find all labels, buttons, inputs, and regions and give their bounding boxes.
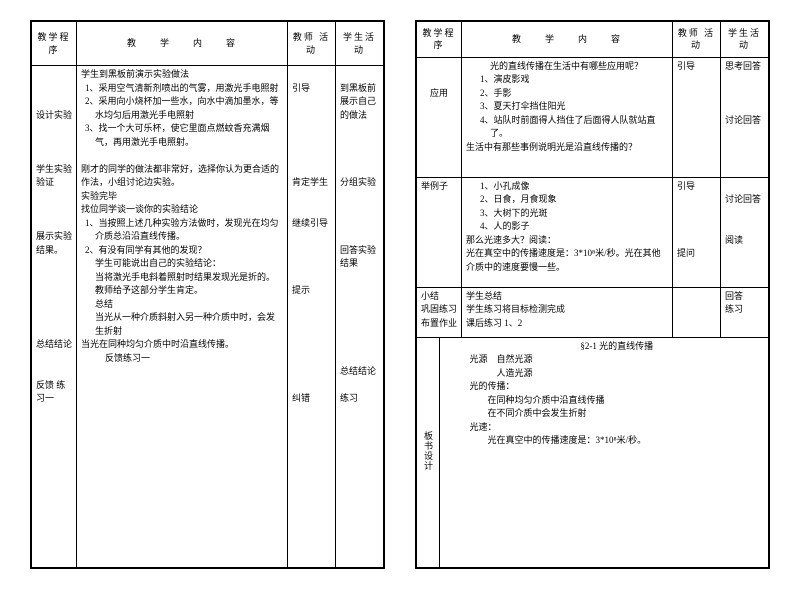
prog-1: 设计实验	[36, 110, 72, 120]
s5: 练习	[340, 393, 358, 403]
b-line9: 2、有没有同学有其他的发现？	[81, 244, 283, 258]
sec1-content: 光的直线传播在生活中有哪些应用呢？ 1、演皮影戏 2、手影 3、夏天打伞挡住阳光…	[462, 57, 673, 177]
header-row: 教学程序 教 学 内 容 教师 活动 学生活动	[32, 22, 384, 66]
hdr-student: 学生活动	[336, 22, 384, 66]
b-line4: 3、找一个大可乐杯，使它里面点燃蚊香充满烟气，再用激光手电照射。	[81, 122, 283, 149]
b-line13: 总结	[81, 298, 283, 312]
sec2-s: 讨论回答 阅读	[721, 177, 769, 287]
left-table: 教学程序 教 学 内 容 教师 活动 学生活动 设计实验 学生实验验证 展示实验…	[31, 21, 384, 568]
t4: 提示	[292, 285, 310, 295]
t1: 引导	[292, 83, 310, 93]
sec2-content: 1、小孔成像 2、日食，月食现象 3、大树下的光斑 4、人的影子 那么光速多大？…	[462, 177, 673, 287]
sec3-content: 学生总结 学生练习将目标检测完成 课后练习 1、2	[462, 287, 673, 337]
hdr-teacher-r: 教师 活动	[673, 22, 721, 58]
prog-5: 反馈 练 习一	[36, 380, 65, 404]
s1: 到黑板前展示自己的做法	[340, 83, 376, 120]
b-line1: 学生到黑板前演示实验做法	[81, 68, 283, 82]
sec3-row: 小结 巩固练习 布置作业 学生总结 学生练习将目标检测完成 课后练习 1、2 回…	[417, 287, 769, 337]
prog-4: 总结结论	[36, 339, 72, 349]
b-line7: 找位同学谈一谈你的实验结论	[81, 203, 283, 217]
s4: 总结结论	[340, 366, 376, 376]
hdr-content-r: 教 学 内 容	[462, 22, 673, 58]
b-line11: 当将激光手电斜着照射时结果发现光是折的。	[81, 271, 283, 285]
board-content: §2-1 光的直线传播 光源 自然光源 人造光源 光的传播： 在同种均匀介质中沿…	[439, 337, 769, 567]
sec3-s: 回答 练习	[721, 287, 769, 337]
b-line8: 1、当按照上述几种实验方法做时，发现光在均匀介质总沿沿直线传播。	[81, 217, 283, 244]
body-row: 设计实验 学生实验验证 展示实验结果。 总结结论 反馈 练 习一 学生到黑板前演…	[32, 66, 384, 568]
sec1-row: 应用 光的直线传播在生活中有哪些应用呢？ 1、演皮影戏 2、手影 3、夏天打伞挡…	[417, 57, 769, 177]
teacher-col: 引导 肯定学生 继续引导 提示 纠错	[288, 66, 336, 568]
b-line16: 反馈练习一	[81, 352, 283, 366]
t2: 肯定学生	[292, 177, 328, 187]
b-line6: 实验完毕	[81, 190, 283, 204]
left-page: 教学程序 教 学 内 容 教师 活动 学生活动 设计实验 学生实验验证 展示实验…	[30, 20, 385, 569]
b-line3: 2、采用向小烧杯加一些水，向水中滴加墨水，等水均匀后用激光手电照射	[81, 95, 283, 122]
sec2-c1: 举例子	[417, 177, 462, 287]
s2: 分组实验	[340, 177, 376, 187]
sec1-s: 思考回答 讨论回答	[721, 57, 769, 177]
hdr-program-r: 教学程序	[417, 22, 462, 58]
right-table: 教学程序 教 学 内 容 教师 活动 学生活动 应用 光的直线传播在生活中有哪些…	[416, 21, 769, 568]
board-label: 板书设计	[417, 337, 440, 567]
program-col: 设计实验 学生实验验证 展示实验结果。 总结结论 反馈 练 习一	[32, 66, 77, 568]
hdr-student-r: 学生活动	[721, 22, 769, 58]
content-col: 学生到黑板前演示实验做法 1、采用空气清新剂喷出的气雾，用激光手电照射 2、采用…	[77, 66, 288, 568]
t3: 继续引导	[292, 218, 328, 228]
prog-3: 展示实验结果。	[36, 231, 72, 255]
right-page: 教学程序 教 学 内 容 教师 活动 学生活动 应用 光的直线传播在生活中有哪些…	[415, 20, 770, 569]
b-line12: 教师给予这部分学生肯定。	[81, 284, 283, 298]
b-line15: 当光在同种均匀介质中时沿直线传播。	[81, 338, 283, 352]
board-row: 板书设计 §2-1 光的直线传播 光源 自然光源 人造光源 光的传播： 在同种均…	[417, 337, 769, 567]
student-col: 到黑板前展示自己的做法 分组实验 回答实验结果 总结结论 练习	[336, 66, 384, 568]
t5: 纠错	[292, 393, 310, 403]
sec1-c1: 应用	[417, 57, 462, 177]
sec3-c1: 小结 巩固练习 布置作业	[417, 287, 462, 337]
b-line2: 1、采用空气清新剂喷出的气雾，用激光手电照射	[81, 82, 283, 96]
header-row-r: 教学程序 教 学 内 容 教师 活动 学生活动	[417, 22, 769, 58]
prog-2: 学生实验验证	[36, 164, 72, 188]
sec2-row: 举例子 1、小孔成像 2、日食，月食现象 3、大树下的光斑 4、人的影子 那么光…	[417, 177, 769, 287]
sec2-t: 引导 提问	[673, 177, 721, 287]
b-line5: 刚才的同学的做法都非常好，选择你认为更合适的作法，小组讨论边实验。	[81, 163, 283, 190]
b-line14: 当光从一种介质斜射入另一种介质中时，会发生折射	[81, 311, 283, 338]
hdr-content: 教 学 内 容	[77, 22, 288, 66]
hdr-teacher: 教师 活动	[288, 22, 336, 66]
sec3-t	[673, 287, 721, 337]
s3: 回答实验结果	[340, 245, 376, 269]
hdr-program: 教学程序	[32, 22, 77, 66]
sec1-t: 引导	[673, 57, 721, 177]
b-line10: 学生可能说出自己的实验结论：	[81, 257, 283, 271]
